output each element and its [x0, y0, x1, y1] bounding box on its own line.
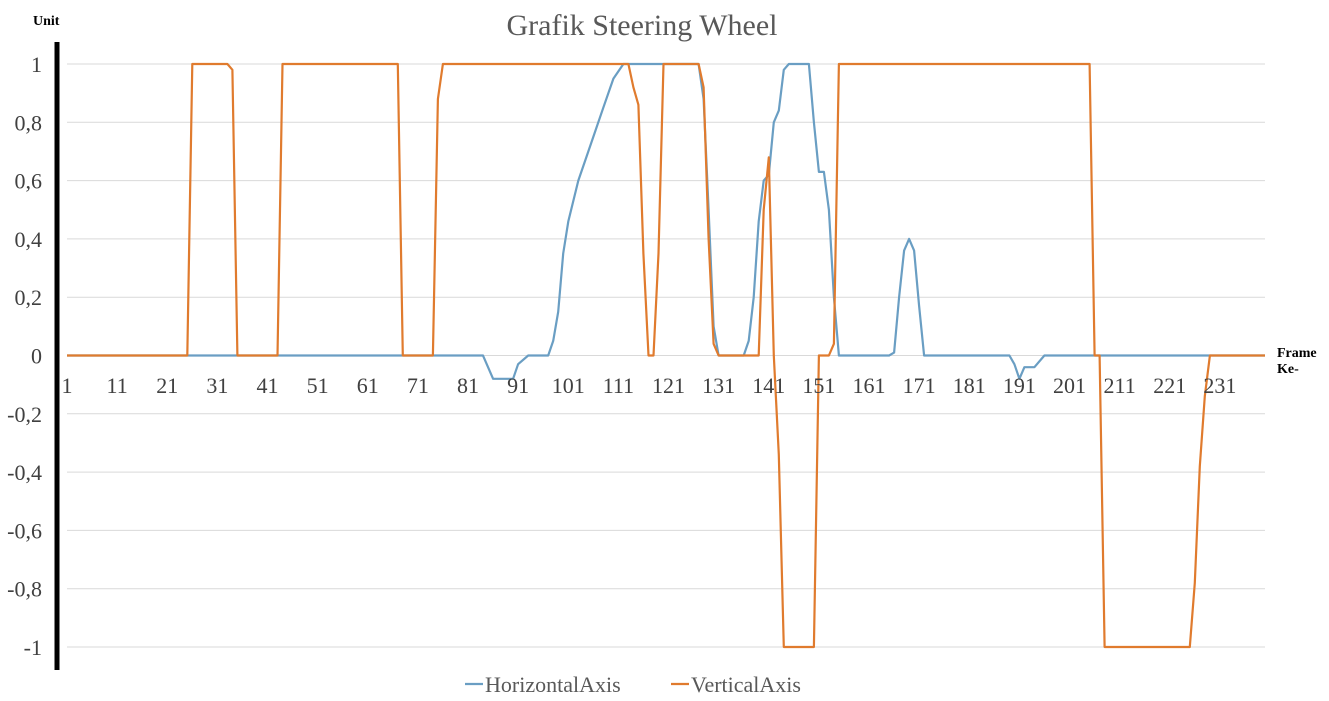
x-tick-label: 51: [307, 373, 329, 398]
x-tick-label: 101: [552, 373, 585, 398]
x-tick-label: 201: [1053, 373, 1086, 398]
x-tick-labels: 1 11 21 31 41 51 61 71 81 91 101 111 121 131 141 151 161…: [62, 373, 1237, 398]
x-axis-title-line-1: Frame: [1277, 346, 1317, 361]
x-axis-title-line-2: Ke-: [1277, 362, 1299, 377]
x-tick-label: 61: [357, 373, 379, 398]
legend: HorizontalAxis VerticalAxis: [465, 672, 801, 697]
x-tick-label: 211: [1104, 373, 1136, 398]
x-tick-label: 141: [752, 373, 785, 398]
y-tick-label: 0,8: [15, 110, 43, 135]
series-line-verticalaxis: [67, 62, 1265, 649]
x-tick-label: 191: [1003, 373, 1036, 398]
x-tick-label: 161: [853, 373, 886, 398]
y-axis-title: Unit: [33, 14, 60, 29]
x-tick-label: 11: [107, 373, 128, 398]
x-tick-label: 181: [953, 373, 986, 398]
y-tick-label: 0,2: [15, 285, 43, 310]
y-tick-label: -0,8: [7, 577, 42, 602]
x-tick-label: 41: [257, 373, 279, 398]
y-tick-label: 0,4: [15, 227, 43, 252]
y-tick-label: -0,2: [7, 402, 42, 427]
y-tick-label: 0,6: [15, 169, 43, 194]
x-tick-label: 81: [457, 373, 479, 398]
y-tick-label: 0: [31, 344, 42, 369]
x-tick-label: 21: [156, 373, 178, 398]
x-tick-label: 231: [1203, 373, 1236, 398]
y-tick-label: 1: [31, 52, 42, 77]
x-tick-label: 151: [802, 373, 835, 398]
y-tick-label: -0,4: [7, 460, 42, 485]
x-tick-label: 131: [702, 373, 735, 398]
y-tick-labels: 1 0,8 0,6 0,4 0,2 0 -0,2 -0,4 -0,6 -0,8 -1: [7, 52, 42, 660]
chart-title: Grafik Steering Wheel: [506, 9, 777, 42]
x-tick-label: 171: [903, 373, 936, 398]
series-line-horizontalaxis: [67, 62, 1265, 380]
x-tick-label: 91: [507, 373, 529, 398]
y-tick-label: -1: [24, 635, 42, 660]
x-tick-label: 121: [652, 373, 685, 398]
x-tick-label: 31: [206, 373, 228, 398]
x-tick-label: 1: [62, 373, 73, 398]
x-tick-label: 71: [407, 373, 429, 398]
legend-label-vertical-axis: VerticalAxis: [691, 672, 801, 697]
x-tick-label: 221: [1153, 373, 1186, 398]
x-tick-label: 111: [603, 373, 634, 398]
y-tick-label: -0,6: [7, 518, 42, 543]
series-lines: [67, 62, 1265, 649]
legend-label-horizontal-axis: HorizontalAxis: [485, 672, 621, 697]
